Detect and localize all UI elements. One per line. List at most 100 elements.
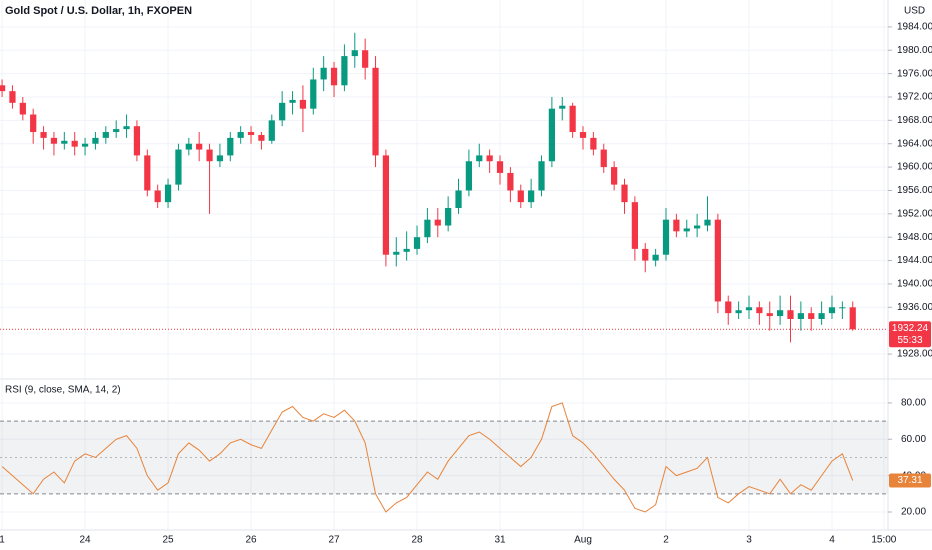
candle-body xyxy=(268,120,275,141)
candle-body xyxy=(341,56,348,86)
price-pane xyxy=(0,32,888,343)
x-tick-label: 15:00 xyxy=(871,535,896,546)
candle-body xyxy=(528,190,535,203)
candle-body xyxy=(320,67,327,80)
candle-body xyxy=(621,184,628,203)
y-tick-label: 1972.00 xyxy=(897,92,932,103)
candle-body xyxy=(247,132,255,135)
candle-body xyxy=(279,102,286,121)
candle-body xyxy=(113,129,120,133)
x-tick-label: 1 xyxy=(0,535,5,546)
x-tick-label: 3 xyxy=(746,535,752,546)
candle-body xyxy=(714,219,721,302)
candle-body xyxy=(310,79,317,109)
candle-body xyxy=(196,143,203,150)
candle-body xyxy=(362,50,369,68)
candle-body xyxy=(61,140,68,144)
x-tick-label: 2 xyxy=(663,535,669,546)
candle-body xyxy=(538,161,545,191)
candle-body xyxy=(662,219,670,255)
candle-body xyxy=(0,85,6,92)
candle-body xyxy=(424,219,431,238)
candle-body xyxy=(393,251,400,255)
candle-body xyxy=(476,155,483,162)
candle-body xyxy=(486,155,493,162)
rsi-value-label: 37.31 xyxy=(897,475,922,486)
candle-body xyxy=(694,225,701,229)
x-tick-label: 24 xyxy=(80,535,92,546)
candle-body xyxy=(330,67,338,86)
candle-body xyxy=(548,108,555,162)
y-tick-label: 1952.00 xyxy=(897,208,932,219)
x-tick-label: 31 xyxy=(494,535,506,546)
candle-body xyxy=(455,190,462,208)
candle-body xyxy=(351,50,358,57)
candle-body xyxy=(40,132,47,138)
candle-body xyxy=(787,310,794,319)
x-tick-label: Aug xyxy=(574,535,592,546)
candle-body xyxy=(9,91,16,103)
candle-body xyxy=(434,219,441,226)
y-tick-label: 1968.00 xyxy=(897,115,932,126)
candle-body xyxy=(133,126,141,156)
candle-body xyxy=(683,228,690,232)
candle-body xyxy=(465,161,473,191)
candle-body xyxy=(808,313,815,319)
candle-body xyxy=(579,132,587,138)
candle-body xyxy=(403,248,410,252)
candle-body xyxy=(164,184,172,203)
candle-body xyxy=(590,137,597,150)
rsi-title: RSI (9, close, SMA, 14, 2) xyxy=(5,385,121,396)
x-tick-label: 28 xyxy=(411,535,423,546)
candle-body xyxy=(227,137,234,156)
candle-body xyxy=(642,248,649,261)
candle-body xyxy=(81,143,89,147)
candle-body xyxy=(496,161,504,173)
candle-body xyxy=(611,167,618,185)
x-tick-label: 26 xyxy=(245,535,257,546)
y-tick-label: 20.00 xyxy=(901,507,926,518)
candle-body xyxy=(849,307,856,330)
rsi-pane xyxy=(0,402,888,513)
y-tick-label: 1940.00 xyxy=(897,279,932,290)
rsi-value-badge xyxy=(889,473,931,488)
countdown-label: 55:33 xyxy=(897,335,922,346)
last-price-badge xyxy=(889,321,931,348)
candle-body xyxy=(445,207,452,226)
candle-body xyxy=(258,134,265,141)
y-tick-label: 1980.00 xyxy=(897,45,932,56)
candle-body xyxy=(30,114,37,133)
currency-label: USD xyxy=(904,6,925,17)
candle-body xyxy=(725,301,732,314)
candle-body xyxy=(382,155,390,255)
candle-body xyxy=(507,172,514,191)
candle-body xyxy=(123,126,130,130)
y-tick-label: 80.00 xyxy=(901,398,926,409)
candle-body xyxy=(517,190,524,203)
y-tick-label: 1964.00 xyxy=(897,138,932,149)
rsi-band xyxy=(0,421,888,494)
candle-body xyxy=(237,132,244,138)
candle-body xyxy=(704,219,711,226)
candle-body xyxy=(71,140,78,147)
y-tick-label: 1984.00 xyxy=(897,22,932,33)
candle-body xyxy=(600,149,607,168)
candle-body xyxy=(673,219,680,232)
candle-body xyxy=(372,67,379,156)
candle-body xyxy=(756,307,763,314)
rsi-line xyxy=(1,402,854,513)
y-tick-label: 1976.00 xyxy=(897,68,932,79)
x-tick-label: 4 xyxy=(829,535,835,546)
candle-body xyxy=(206,149,213,162)
y-tick-label: 1960.00 xyxy=(897,162,932,173)
candle-body xyxy=(50,137,58,144)
candle-body xyxy=(559,105,566,109)
candle-body xyxy=(154,190,161,203)
x-tick-label: 25 xyxy=(162,535,174,546)
y-tick-label: 60.00 xyxy=(901,434,926,445)
candle-body xyxy=(735,310,742,314)
y-tick-label: 1948.00 xyxy=(897,232,932,243)
candle-body xyxy=(299,99,307,109)
candle-body xyxy=(289,99,296,103)
